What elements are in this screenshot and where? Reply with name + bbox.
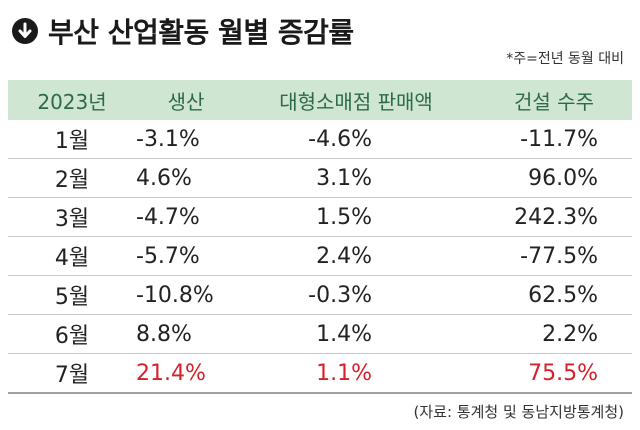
retail-cell: 1.1% [236,353,476,394]
month-cell: 1월 [8,120,136,159]
retail-cell: 1.5% [236,197,476,237]
table-row: 2월 4.6% 3.1% 96.0% [8,158,632,198]
header-year: 2023년 [8,80,136,120]
month-cell: 7월 [8,353,136,394]
month-cell: 6월 [8,314,136,354]
production-cell: -10.8% [136,275,236,315]
production-cell: 8.8% [136,314,236,354]
header-construction-orders: 건설 수주 [476,80,632,120]
source-note: (자료: 통계청 및 동남지방통계청) [413,403,624,421]
month-cell: 2월 [8,158,136,198]
construction-cell: -77.5% [476,236,632,276]
production-cell: 4.6% [136,158,236,198]
retail-cell: 2.4% [236,236,476,276]
construction-cell: 96.0% [476,158,632,198]
header-production: 생산 [136,80,236,120]
retail-cell: -4.6% [236,120,476,159]
month-cell: 5월 [8,275,136,315]
table-row-highlight: 7월 21.4% 1.1% 75.5% [8,353,632,394]
retail-cell: -0.3% [236,275,476,315]
production-cell: -4.7% [136,197,236,237]
data-table: 2023년 생산 대형소매점 판매액 건설 수주 1월 -3.1% -4.6% … [8,80,632,394]
page-title: 부산 산업활동 월별 증감률 [48,16,354,49]
construction-cell: 62.5% [476,275,632,315]
table-row: 6월 8.8% 1.4% 2.2% [8,314,632,354]
construction-cell: -11.7% [476,120,632,159]
construction-cell: 75.5% [476,353,632,394]
production-cell: -3.1% [136,120,236,159]
construction-cell: 2.2% [476,314,632,354]
production-cell: -5.7% [136,236,236,276]
table-row: 3월 -4.7% 1.5% 242.3% [8,197,632,237]
month-cell: 3월 [8,197,136,237]
construction-cell: 242.3% [476,197,632,237]
table-header-row: 2023년 생산 대형소매점 판매액 건설 수주 [8,80,632,120]
month-cell: 4월 [8,236,136,276]
table-row: 1월 -3.1% -4.6% -11.7% [8,120,632,159]
production-cell: 21.4% [136,353,236,394]
table-row: 4월 -5.7% 2.4% -77.5% [8,236,632,276]
down-arrow-circle-icon [12,18,38,44]
footnote: *주=전년 동월 대비 [506,51,624,67]
table-row: 5월 -10.8% -0.3% 62.5% [8,275,632,315]
header-retail-sales: 대형소매점 판매액 [236,80,476,120]
chart-title: 부산 산업활동 월별 증감률 [12,10,354,52]
retail-cell: 1.4% [236,314,476,354]
retail-cell: 3.1% [236,158,476,198]
